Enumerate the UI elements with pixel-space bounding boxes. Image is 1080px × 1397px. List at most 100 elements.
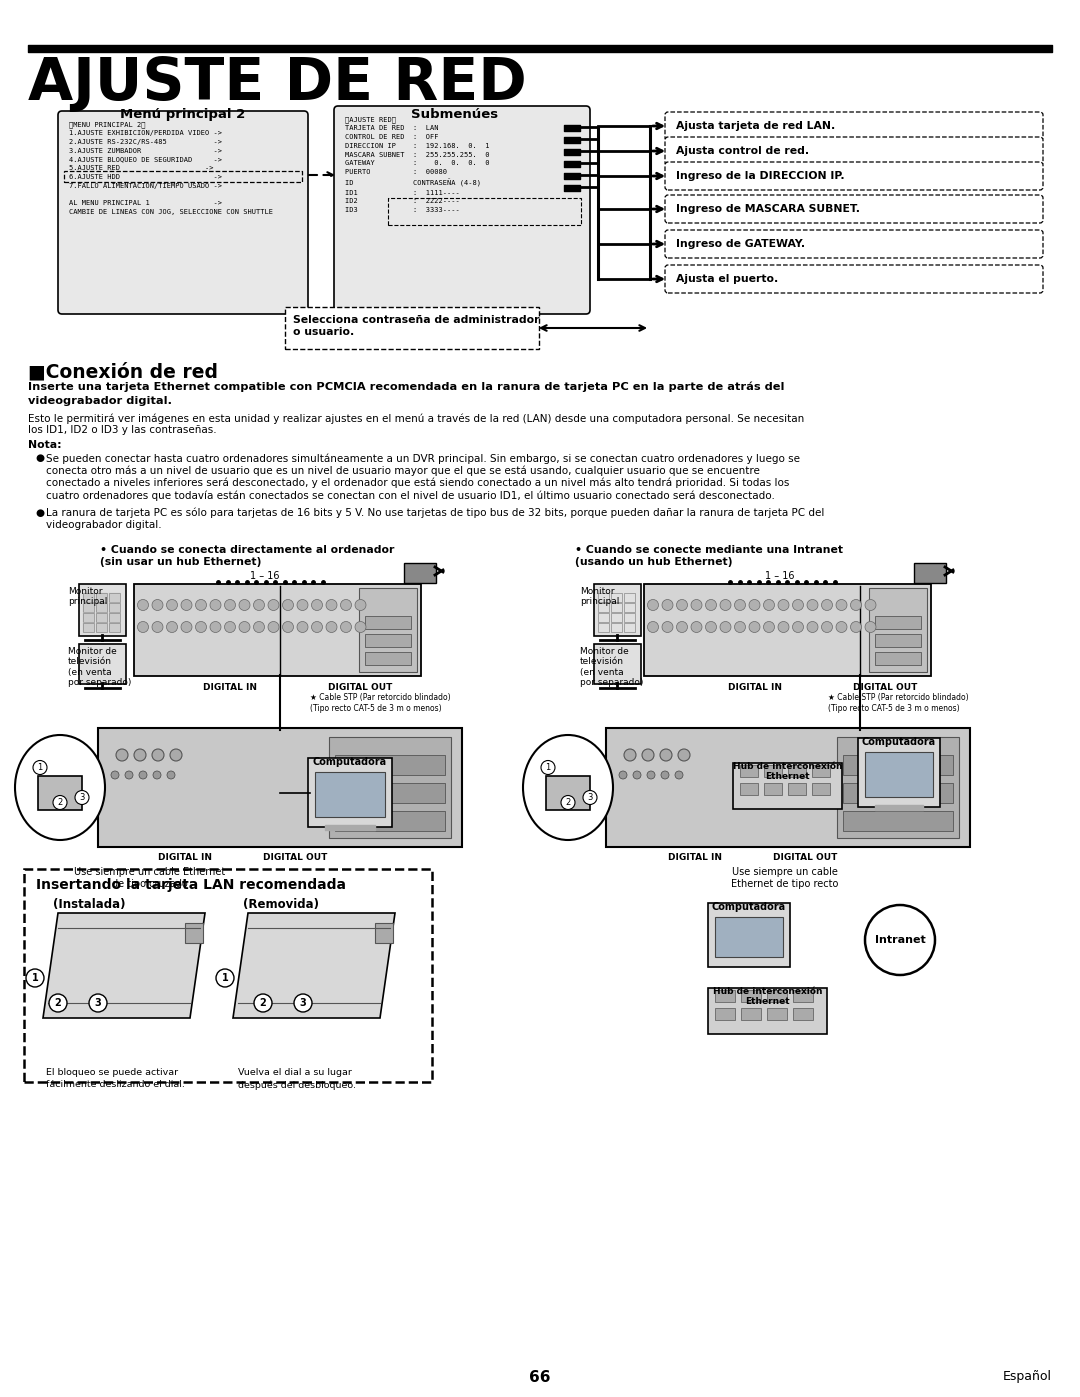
- Circle shape: [152, 622, 163, 633]
- FancyBboxPatch shape: [58, 110, 308, 314]
- Circle shape: [648, 599, 659, 610]
- Text: Computadora: Computadora: [862, 738, 936, 747]
- FancyBboxPatch shape: [788, 766, 806, 777]
- FancyBboxPatch shape: [38, 775, 82, 809]
- Text: Ajusta el puerto.: Ajusta el puerto.: [676, 274, 779, 284]
- FancyBboxPatch shape: [24, 869, 432, 1083]
- Circle shape: [181, 622, 192, 633]
- Text: 66: 66: [529, 1370, 551, 1384]
- FancyBboxPatch shape: [914, 563, 946, 583]
- FancyBboxPatch shape: [843, 754, 953, 775]
- Circle shape: [181, 599, 192, 610]
- FancyBboxPatch shape: [308, 759, 392, 827]
- Circle shape: [355, 599, 366, 610]
- Circle shape: [865, 599, 876, 610]
- Text: fácilmente deslizando el dial.: fácilmente deslizando el dial.: [46, 1080, 185, 1090]
- FancyBboxPatch shape: [134, 584, 421, 676]
- Circle shape: [778, 599, 789, 610]
- Circle shape: [216, 970, 234, 988]
- FancyBboxPatch shape: [665, 137, 1043, 165]
- Circle shape: [778, 622, 789, 633]
- Text: Use siempre un cable Ethernet: Use siempre un cable Ethernet: [75, 868, 226, 877]
- FancyBboxPatch shape: [740, 782, 758, 795]
- Text: 1 – 16: 1 – 16: [766, 571, 795, 581]
- Text: 3: 3: [79, 793, 84, 802]
- Text: los ID1, ID2 o ID3 y las contraseñas.: los ID1, ID2 o ID3 y las contraseñas.: [28, 425, 217, 434]
- Text: 1: 1: [38, 763, 42, 773]
- Text: Monitor
principal: Monitor principal: [580, 587, 619, 606]
- Circle shape: [642, 749, 654, 761]
- Circle shape: [675, 771, 683, 780]
- Text: Use siempre un cable: Use siempre un cable: [732, 868, 838, 877]
- Text: DIGITAL IN: DIGITAL IN: [728, 683, 782, 692]
- FancyBboxPatch shape: [869, 588, 927, 672]
- FancyBboxPatch shape: [365, 616, 411, 629]
- Circle shape: [152, 749, 164, 761]
- FancyBboxPatch shape: [764, 766, 782, 777]
- FancyBboxPatch shape: [665, 112, 1043, 140]
- Text: La ranura de tarjeta PC es sólo para tarjetas de 16 bits y 5 V. No use tarjetas : La ranura de tarjeta PC es sólo para tar…: [46, 509, 824, 518]
- Text: • Cuando se conecte mediante una Intranet: • Cuando se conecte mediante una Intrane…: [575, 545, 843, 555]
- Circle shape: [705, 599, 716, 610]
- Circle shape: [793, 622, 804, 633]
- Circle shape: [326, 599, 337, 610]
- FancyBboxPatch shape: [858, 738, 940, 807]
- Text: videograbador digital.: videograbador digital.: [28, 395, 172, 407]
- FancyBboxPatch shape: [767, 1009, 787, 1020]
- Circle shape: [764, 599, 774, 610]
- Circle shape: [662, 599, 673, 610]
- Text: 1: 1: [31, 972, 39, 983]
- Text: Hub de interconexión
Ethernet: Hub de interconexión Ethernet: [732, 761, 842, 781]
- Polygon shape: [43, 914, 205, 1018]
- Text: Ingreso de GATEWAY.: Ingreso de GATEWAY.: [676, 239, 805, 249]
- Circle shape: [662, 622, 673, 633]
- Text: (sin usar un hub Ethernet): (sin usar un hub Ethernet): [100, 557, 261, 567]
- FancyBboxPatch shape: [594, 644, 642, 685]
- Circle shape: [210, 599, 221, 610]
- FancyBboxPatch shape: [665, 265, 1043, 293]
- Text: cuatro ordenadores que todavía están conectados se conectan con el nivel de usua: cuatro ordenadores que todavía están con…: [46, 490, 774, 502]
- FancyBboxPatch shape: [285, 307, 539, 349]
- Text: 3: 3: [299, 997, 307, 1009]
- Text: Ingreso de MASCARA SUBNET.: Ingreso de MASCARA SUBNET.: [676, 204, 860, 214]
- Circle shape: [195, 622, 206, 633]
- Ellipse shape: [523, 735, 613, 840]
- Text: 2: 2: [57, 798, 63, 807]
- Circle shape: [734, 599, 745, 610]
- Circle shape: [355, 622, 366, 633]
- FancyBboxPatch shape: [665, 162, 1043, 190]
- FancyBboxPatch shape: [865, 752, 933, 798]
- Text: Vuelva el dial a su lugar: Vuelva el dial a su lugar: [238, 1067, 352, 1077]
- FancyBboxPatch shape: [843, 812, 953, 831]
- Circle shape: [254, 995, 272, 1011]
- Circle shape: [619, 771, 627, 780]
- FancyBboxPatch shape: [788, 782, 806, 795]
- Circle shape: [297, 622, 308, 633]
- Text: 1 – 16: 1 – 16: [251, 571, 280, 581]
- Circle shape: [49, 995, 67, 1011]
- FancyBboxPatch shape: [741, 990, 761, 1002]
- Text: ●: ●: [35, 509, 44, 518]
- Text: 〈MENU PRINCIPAL 2〉
1.AJUSTE EXHIBICION/PERDIDA VIDEO ->
2.AJUSTE RS-232C/RS-485 : 〈MENU PRINCIPAL 2〉 1.AJUSTE EXHIBICION/P…: [69, 122, 273, 215]
- FancyBboxPatch shape: [740, 766, 758, 777]
- Text: DIGITAL OUT: DIGITAL OUT: [773, 854, 837, 862]
- Circle shape: [89, 995, 107, 1011]
- FancyBboxPatch shape: [329, 738, 451, 838]
- Circle shape: [268, 599, 279, 610]
- FancyBboxPatch shape: [733, 763, 842, 809]
- Circle shape: [661, 771, 669, 780]
- Text: DIGITAL OUT: DIGITAL OUT: [853, 683, 917, 692]
- Circle shape: [822, 622, 833, 633]
- FancyBboxPatch shape: [741, 1009, 761, 1020]
- Circle shape: [326, 622, 337, 633]
- Circle shape: [225, 622, 235, 633]
- Circle shape: [283, 599, 294, 610]
- Circle shape: [225, 599, 235, 610]
- Circle shape: [166, 599, 177, 610]
- FancyBboxPatch shape: [365, 652, 411, 665]
- Circle shape: [720, 622, 731, 633]
- Circle shape: [691, 599, 702, 610]
- Circle shape: [851, 599, 862, 610]
- FancyBboxPatch shape: [665, 231, 1043, 258]
- Text: 2: 2: [565, 798, 570, 807]
